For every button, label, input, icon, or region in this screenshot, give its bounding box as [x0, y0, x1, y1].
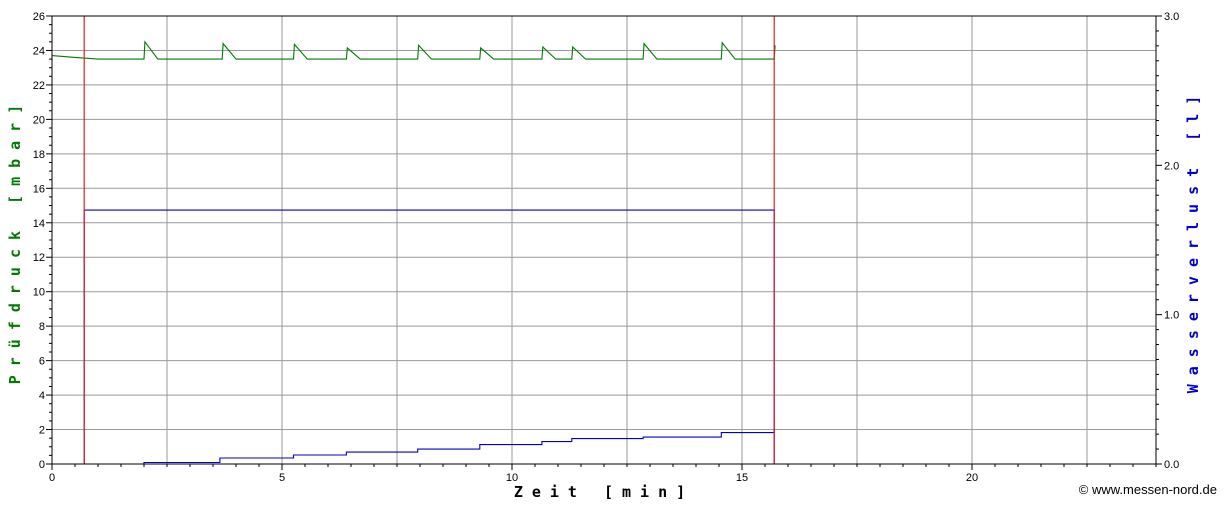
series-line-pressure [51, 40, 776, 60]
y-left-tick-label: 16 [33, 183, 45, 195]
series-line-water-2 [143, 428, 775, 464]
y-right-tick-label: 0.0 [1164, 459, 1179, 471]
y-left-tick-label: 2 [39, 425, 45, 437]
y-left-tick-label: 22 [33, 80, 45, 92]
y-left-tick-label: 24 [33, 45, 45, 57]
plot-frame [51, 15, 1157, 465]
y-left-tick-label: 14 [33, 218, 45, 230]
copyright-notice: © www.messen-nord.de [1078, 482, 1217, 497]
x-tick-label: 15 [736, 472, 748, 484]
x-tick-label: 20 [966, 472, 978, 484]
y-left-tick-label: 0 [39, 459, 45, 471]
y-axis-title-left: Prüfdruck [mbar] [6, 96, 24, 385]
y-right-tick-label: 1.0 [1164, 310, 1179, 322]
y-left-tick-label: 10 [33, 287, 45, 299]
y-left-tick-label: 6 [39, 356, 45, 368]
y-left-tick-label: 18 [33, 149, 45, 161]
x-axis-title: Zeit [min] [514, 483, 694, 501]
x-tick-label: 5 [279, 472, 285, 484]
y-left-tick-label: 26 [33, 11, 45, 23]
y-left-tick-label: 4 [39, 390, 45, 402]
ticks-layer: 0 5 10 15 20024681012141618202224260.01.02.0… [33, 11, 1180, 484]
series-layer [51, 16, 776, 464]
x-tick-label: 10 [506, 472, 518, 484]
y-axis-title-right: Wasserverlust [l] [1184, 87, 1202, 394]
series-line-water-1 [83, 209, 775, 464]
y-right-tick-label: 3.0 [1164, 11, 1179, 23]
y-left-tick-label: 12 [33, 252, 45, 264]
y-left-tick-label: 8 [39, 321, 45, 333]
y-right-tick-label: 2.0 [1164, 160, 1179, 172]
grid-lines [52, 16, 1156, 464]
x-tick-label: 0 [49, 472, 55, 484]
y-left-tick-label: 20 [33, 114, 45, 126]
